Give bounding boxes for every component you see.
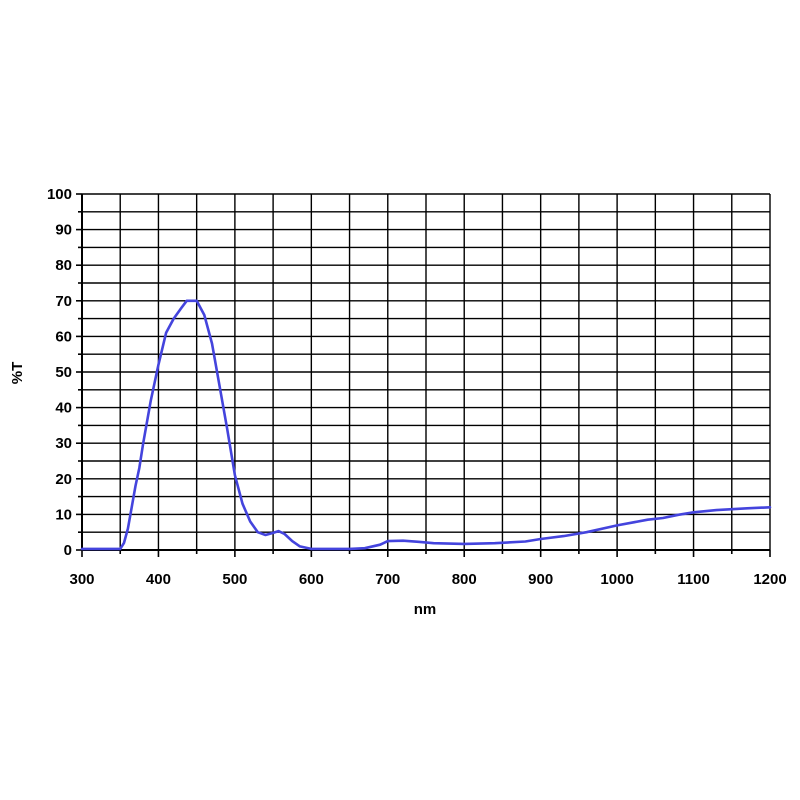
tick-labels: 0 10 20 30 40 50 60 70 80 90 100 300 400 500 600 700 800… <box>47 186 787 588</box>
x-tick-label: 400 <box>146 571 171 588</box>
y-tick-label: 100 <box>47 186 72 203</box>
y-tick-label: 10 <box>55 506 72 523</box>
grid <box>82 194 770 550</box>
y-tick-label: 50 <box>55 364 72 381</box>
y-tick-label: 80 <box>55 257 72 274</box>
x-tick-label: 1200 <box>753 571 786 588</box>
axes <box>76 193 771 557</box>
series-line <box>80 299 772 551</box>
y-tick-label: 90 <box>55 222 72 239</box>
y-axis-label: %T <box>9 362 26 385</box>
x-tick-label: 600 <box>299 571 324 588</box>
series-layer <box>80 299 772 551</box>
y-tick-label: 20 <box>55 471 72 488</box>
y-tick-label: 70 <box>55 293 72 310</box>
x-tick-label: 1000 <box>600 571 633 588</box>
x-tick-label: 1100 <box>677 571 710 588</box>
x-tick-label: 300 <box>69 571 94 588</box>
x-axis-label: nm <box>414 601 437 618</box>
x-tick-label: 900 <box>528 571 553 588</box>
x-tick-label: 800 <box>452 571 477 588</box>
x-tick-label: 700 <box>375 571 400 588</box>
y-tick-label: 60 <box>55 328 72 345</box>
x-tick-label: 500 <box>222 571 247 588</box>
y-tick-label: 40 <box>55 400 72 417</box>
y-tick-label: 0 <box>64 542 72 559</box>
y-tick-label: 30 <box>55 435 72 452</box>
